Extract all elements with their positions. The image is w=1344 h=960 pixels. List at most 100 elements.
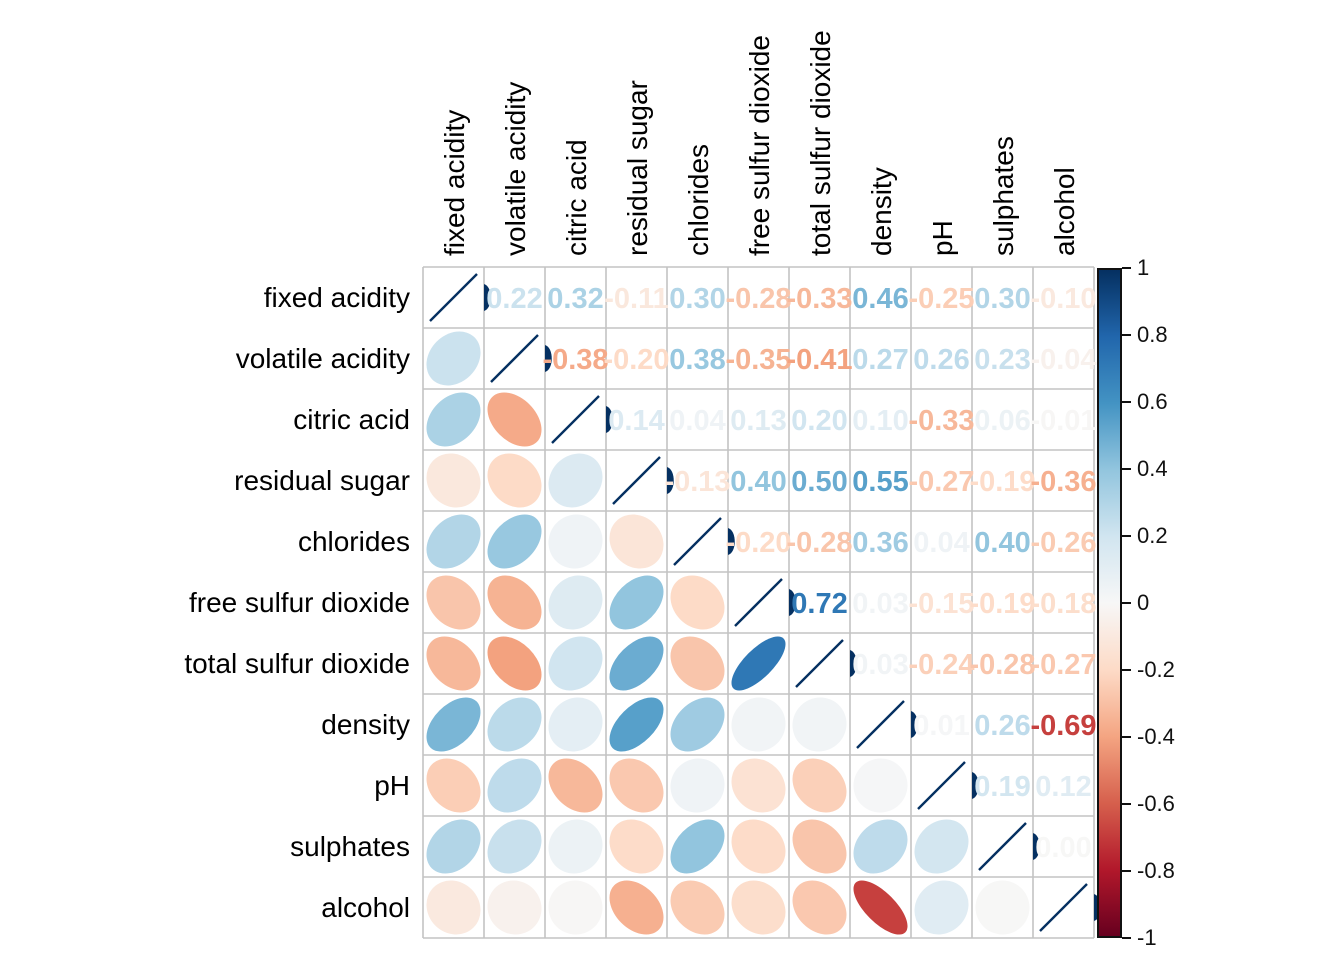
corr-ellipse bbox=[792, 819, 847, 874]
colorbar-tick bbox=[1122, 602, 1131, 604]
diagonal-one-overflow-blob bbox=[850, 650, 857, 677]
corr-number: 0.50 bbox=[791, 466, 847, 498]
corr-ellipse bbox=[975, 880, 1030, 935]
corr-number: 0.30 bbox=[669, 283, 725, 315]
row-label: free sulfur dioxide bbox=[188, 586, 410, 618]
corr-ellipse bbox=[426, 453, 481, 508]
diagonal-cell-line bbox=[856, 700, 905, 749]
corr-ellipse bbox=[670, 758, 725, 813]
corr-ellipse bbox=[670, 819, 725, 874]
colorbar-tick-label: 0.4 bbox=[1137, 456, 1168, 481]
colorbar-tick bbox=[1122, 669, 1131, 671]
corr-number: 0.03 bbox=[852, 588, 908, 620]
corr-ellipse bbox=[792, 697, 847, 752]
corr-number: -0.20 bbox=[725, 527, 791, 559]
row-label: citric acid bbox=[293, 403, 410, 435]
corr-ellipse bbox=[426, 880, 481, 935]
colorbar-tick-label: 0 bbox=[1137, 590, 1150, 615]
corr-number: -0.04 bbox=[1030, 344, 1096, 376]
corr-ellipse bbox=[426, 636, 481, 691]
corr-ellipse bbox=[487, 575, 542, 630]
corr-ellipse bbox=[487, 392, 542, 447]
corr-ellipse bbox=[792, 880, 847, 935]
col-label: alcohol bbox=[1048, 167, 1080, 256]
corr-number: 0.01 bbox=[913, 710, 969, 742]
corr-number: 0.12 bbox=[1035, 771, 1091, 803]
corr-ellipse bbox=[426, 575, 481, 630]
corr-ellipse bbox=[853, 880, 908, 935]
corr-ellipse bbox=[609, 697, 664, 752]
col-label: total sulfur dioxide bbox=[804, 30, 836, 256]
corr-ellipse bbox=[487, 636, 542, 691]
diagonal-one-overflow-blob bbox=[972, 772, 979, 799]
diagonal-one-overflow-blob bbox=[1033, 833, 1040, 860]
corr-ellipse bbox=[548, 636, 603, 691]
corr-ellipse bbox=[670, 697, 725, 752]
corr-ellipse bbox=[487, 819, 542, 874]
corr-number: -0.28 bbox=[969, 649, 1035, 681]
corr-ellipse bbox=[731, 819, 786, 874]
corr-number: -0.35 bbox=[725, 344, 791, 376]
corr-number: -0.13 bbox=[664, 466, 730, 498]
corr-ellipse bbox=[426, 392, 481, 447]
diagonal-cell-line bbox=[551, 395, 600, 444]
corr-number: 0.04 bbox=[913, 527, 969, 559]
corr-number: 0.13 bbox=[730, 405, 786, 437]
corr-number: -0.26 bbox=[1030, 527, 1096, 559]
corr-number: -0.27 bbox=[908, 466, 974, 498]
corr-ellipse bbox=[426, 331, 481, 386]
corr-ellipse bbox=[548, 880, 603, 935]
corr-ellipse bbox=[792, 758, 847, 813]
corr-ellipse bbox=[609, 880, 664, 935]
colorbar-tick bbox=[1122, 468, 1131, 470]
corr-ellipse bbox=[426, 819, 481, 874]
col-label: sulphates bbox=[987, 136, 1019, 256]
colorbar-tick-label: -0.8 bbox=[1137, 858, 1175, 883]
row-label: total sulfur dioxide bbox=[184, 647, 410, 679]
corr-number: -0.19 bbox=[969, 588, 1035, 620]
corr-number: 0.23 bbox=[974, 344, 1030, 376]
corr-ellipse bbox=[670, 575, 725, 630]
corr-ellipse bbox=[731, 636, 786, 691]
diagonal-one-overflow-blob bbox=[667, 467, 674, 494]
corr-ellipse bbox=[426, 514, 481, 569]
corr-ellipse bbox=[609, 575, 664, 630]
corr-ellipse bbox=[670, 636, 725, 691]
corr-number: -0.28 bbox=[725, 283, 791, 315]
corr-number: -0.11 bbox=[604, 283, 669, 315]
corr-number: 0.20 bbox=[791, 405, 847, 437]
colorbar-tick-label: -0.2 bbox=[1137, 657, 1175, 682]
corr-number: 0.26 bbox=[913, 344, 969, 376]
colorbar-tick bbox=[1122, 937, 1131, 939]
corr-number: -0.25 bbox=[908, 283, 974, 315]
corr-number: 0.22 bbox=[486, 283, 542, 315]
corr-ellipse bbox=[548, 514, 603, 569]
corr-ellipse bbox=[731, 758, 786, 813]
row-label: density bbox=[321, 708, 410, 740]
corr-ellipse bbox=[914, 880, 969, 935]
corr-number: 0.03 bbox=[852, 649, 908, 681]
colorbar-tick bbox=[1122, 870, 1131, 872]
col-label: citric acid bbox=[560, 139, 592, 256]
diagonal-one-overflow-blob bbox=[789, 589, 796, 616]
corr-ellipse bbox=[487, 758, 542, 813]
colorbar-tick-label: 0.6 bbox=[1137, 389, 1168, 414]
corr-ellipse bbox=[548, 819, 603, 874]
colorbar-tick-label: 0.2 bbox=[1137, 523, 1168, 548]
colorbar-tick-label: 1 bbox=[1137, 255, 1150, 280]
corr-number: -0.27 bbox=[1030, 649, 1096, 681]
corr-number: 0.40 bbox=[730, 466, 786, 498]
row-label: sulphates bbox=[290, 830, 410, 862]
corr-number: 0.00 bbox=[1035, 832, 1091, 864]
col-label: free sulfur dioxide bbox=[743, 34, 775, 256]
corr-ellipse bbox=[609, 758, 664, 813]
corr-number: -0.01 bbox=[1030, 405, 1096, 437]
col-label: volatile acidity bbox=[499, 81, 531, 256]
diagonal-cell-line bbox=[795, 639, 844, 688]
corr-number: 0.19 bbox=[974, 771, 1030, 803]
row-label: residual sugar bbox=[234, 464, 410, 496]
diagonal-one-overflow-blob bbox=[911, 711, 918, 738]
diagonal-cell-line bbox=[734, 578, 783, 627]
corr-ellipse bbox=[609, 636, 664, 691]
